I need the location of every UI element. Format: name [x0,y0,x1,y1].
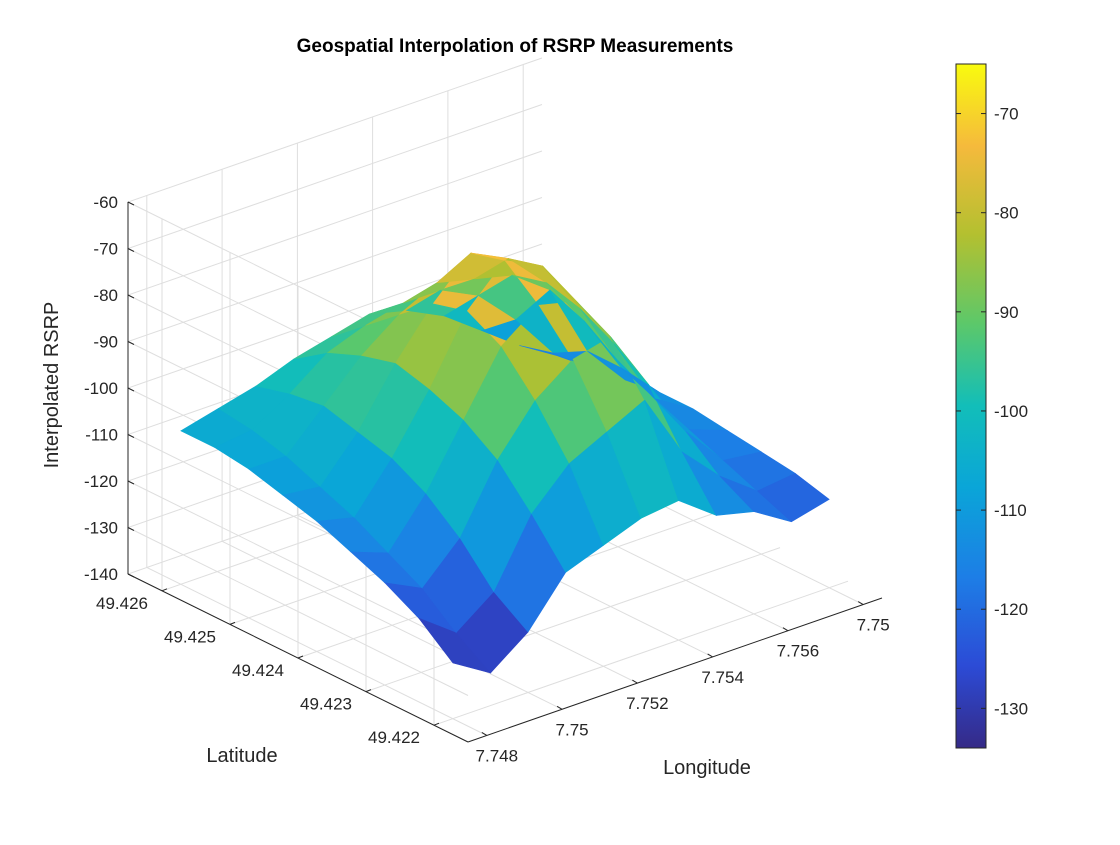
y-tick-label: 49.424 [232,661,284,680]
colorbar-tick-label: -110 [994,501,1027,520]
colorbar-tick-label: -100 [994,402,1028,421]
z-tick-label: -110 [85,426,118,445]
z-tick-mark [127,248,135,252]
x-tick-mark [857,601,864,605]
x-axis-line [467,597,883,743]
z-tick-label: -140 [84,565,118,584]
z-tick-label: -90 [93,333,118,352]
z-tick-label: -130 [84,519,118,538]
z-tick-mark [127,341,135,345]
tick-labels: -60 -70 -80 -90 -100 -110 -120 -130 -140 49.426 49… [84,193,890,765]
z-tick-label: -60 [93,193,118,212]
y-tick-label: 49.425 [164,627,216,646]
z-axis-label: Interpolated RSRP [41,302,63,469]
surface [180,252,830,674]
surface-patch [756,472,830,523]
z-tick-mark [127,527,135,531]
z-tick-label: -80 [93,286,118,305]
x-tick-mark [632,679,638,684]
x-tick-label: 7.754 [701,668,744,687]
x-tick-label: 7.748 [476,746,519,765]
colorbar-ticks: -70 -80 -90 -100 -110 -120 -130 [956,105,1028,718]
z-tick-mark [127,434,135,438]
z-tick-label: -120 [84,472,118,491]
x-tick-label: 7.75 [556,720,589,739]
y-tick-mark [297,655,304,659]
x-tick-mark [782,627,789,632]
y-tick-mark [433,722,440,726]
x-tick-mark [556,705,563,710]
x-tick-label: 7.75 [857,616,890,635]
grid-line [146,195,488,736]
y-tick-label: 49.422 [368,728,420,747]
x-tick-mark [707,653,713,658]
colorbar-tick-label: -130 [994,699,1028,718]
colorbar: -70 -80 -90 -100 -110 -120 -130 [955,63,1028,749]
z-tick-mark [127,201,135,206]
z-tick-mark [127,573,135,578]
colorbar-tick-label: -120 [994,600,1028,619]
y-tick-mark [229,621,236,625]
colorbar-tick-label: -80 [994,204,1019,223]
x-tick-mark [481,732,488,736]
z-tick-mark [127,387,135,392]
x-tick-label: 7.756 [777,642,820,661]
x-axis-label: Longitude [663,757,751,779]
y-axis-label: Latitude [206,745,277,767]
z-tick-mark [127,480,135,485]
x-tick-label: 7.752 [626,694,669,713]
colorbar-gradient [955,63,987,749]
z-tick-label: -100 [84,379,118,398]
y-tick-mark [365,689,372,693]
y-tick-mark [161,588,168,592]
colorbar-tick-label: -90 [994,303,1019,322]
z-tick-label: -70 [93,240,118,259]
y-tick-label: 49.426 [96,594,148,613]
z-tick-mark [127,294,135,299]
colorbar-tick-label: -70 [994,105,1019,124]
chart-title: Geospatial Interpolation of RSRP Measure… [296,36,734,57]
y-tick-label: 49.423 [300,695,352,714]
